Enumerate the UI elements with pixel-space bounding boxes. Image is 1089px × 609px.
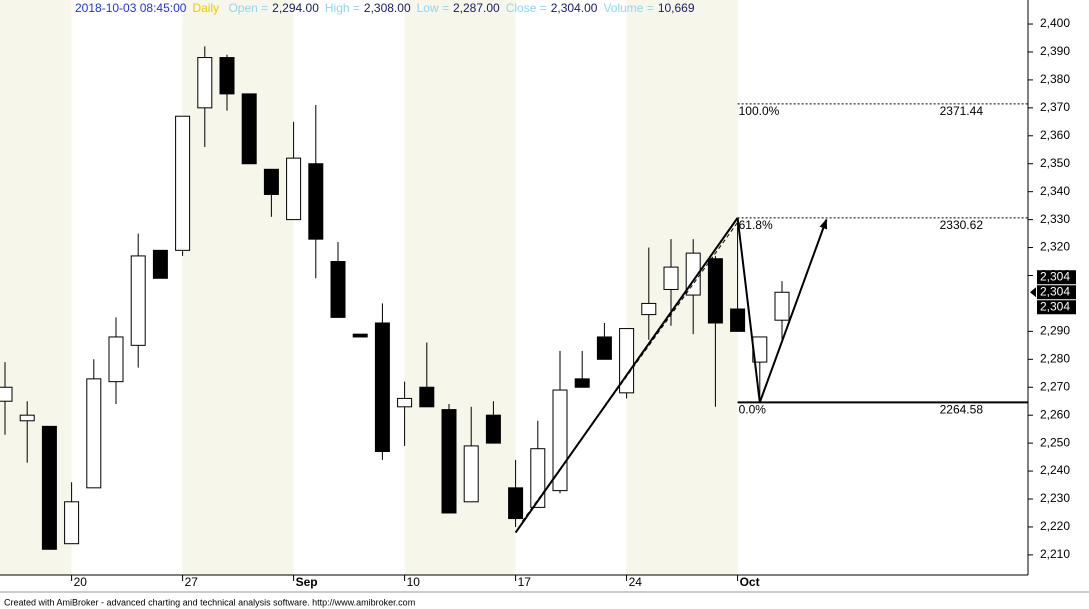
header-field-name: Open =: [228, 1, 269, 15]
header-field-value: 2,308.00: [363, 1, 411, 15]
y-tick-label: 2,380: [1040, 72, 1070, 86]
x-tick-label: 10: [407, 575, 421, 589]
y-tick-label: 2,400: [1040, 16, 1070, 30]
price-tag: [1037, 285, 1076, 300]
trendline: [736, 217, 828, 403]
y-tick-label: 2,260: [1040, 407, 1070, 421]
week-shade: [0, 0, 72, 575]
candle-body: [730, 308, 746, 332]
y-tick-label: 2,390: [1040, 44, 1070, 58]
candle-body: [530, 448, 546, 508]
y-tick-label: 2,250: [1040, 435, 1070, 449]
price-tag: [1037, 300, 1076, 315]
candle-body: [197, 57, 213, 109]
candle-body: [663, 266, 679, 290]
header: 2018-10-03 08:45:00 Daily Open = 2,294.00 H…: [75, 1, 695, 15]
candle-body: [0, 386, 13, 402]
fib-percent: 100.0%: [739, 104, 780, 118]
week-shade: [404, 0, 516, 575]
header-field-value: 2,294.00: [272, 1, 319, 15]
header-field-value: 2,304.00: [550, 1, 598, 15]
y-tick-label: 2,270: [1040, 379, 1070, 393]
header-interval: Daily: [192, 1, 220, 15]
candle-body: [175, 115, 191, 251]
candle-body: [86, 378, 102, 489]
fib-percent: 61.8%: [739, 218, 773, 232]
candle-body: [352, 333, 368, 338]
header-field-name: Volume =: [603, 1, 654, 15]
candle-body: [596, 336, 612, 360]
y-tick-label: 2,290: [1040, 324, 1070, 338]
fib-value: 2371.44: [940, 104, 984, 118]
header-field-value: 10,669: [657, 1, 695, 15]
candle-body: [397, 397, 413, 408]
price-pointer: [1030, 287, 1036, 298]
candle-body: [774, 291, 790, 321]
y-tick-label: 2,330: [1040, 212, 1070, 226]
y-tick-label: 2,360: [1040, 128, 1070, 142]
y-tick-label: 2,370: [1040, 100, 1070, 114]
candle-body: [219, 57, 235, 95]
header-field-name: Close =: [505, 1, 547, 15]
candle-body: [308, 163, 324, 240]
x-tick-label: Sep: [296, 575, 318, 589]
price-tag-label: 2,304: [1040, 284, 1070, 298]
x-tick-label: Oct: [740, 575, 760, 589]
y-tick-label: 2,340: [1040, 184, 1070, 198]
candle-body: [508, 487, 524, 520]
fib-value: 2264.58: [940, 403, 984, 417]
x-tick-label: 17: [518, 575, 532, 589]
candle-body: [330, 261, 346, 318]
candle-body: [130, 255, 146, 346]
price-tag-label: 2,304: [1040, 269, 1070, 283]
x-tick-label: 20: [74, 575, 88, 589]
candle-body: [241, 93, 257, 165]
x-tick-label: 27: [185, 575, 199, 589]
candle-body: [707, 258, 723, 324]
y-tick-label: 2,230: [1040, 491, 1070, 505]
trendline: [521, 222, 739, 522]
candle-body: [152, 249, 168, 279]
y-tick-label: 2,350: [1040, 156, 1070, 170]
y-tick-label: 2,320: [1040, 240, 1070, 254]
y-tick-label: 2,280: [1040, 351, 1070, 365]
candle-body: [64, 501, 80, 545]
price-tag: [1037, 270, 1076, 285]
candle-body: [108, 336, 124, 383]
fib-value: 2330.62: [940, 218, 984, 232]
candle-body: [619, 328, 635, 394]
x-tick-label: 24: [629, 575, 643, 589]
candle-body: [41, 425, 57, 550]
header-field-name: Low =: [416, 1, 449, 15]
y-tick-label: 2,240: [1040, 463, 1070, 477]
footer: Created with AmiBroker - advanced charti…: [4, 597, 415, 607]
candle-body: [441, 409, 457, 514]
candle-body: [574, 378, 590, 388]
header-field-value: 2,287.00: [452, 1, 500, 15]
fib-percent: 0.0%: [739, 403, 767, 417]
candle-body: [485, 414, 501, 444]
candle-body: [19, 414, 35, 422]
candle-body: [419, 386, 435, 408]
candle-body: [463, 445, 479, 503]
y-tick-label: 2,220: [1040, 519, 1070, 533]
header-field-name: High =: [324, 1, 360, 15]
candle-body: [263, 168, 279, 195]
candle-body: [286, 157, 302, 221]
candle-body: [641, 302, 657, 316]
candle-body: [374, 322, 390, 453]
price-tag-label: 2,304: [1040, 299, 1070, 313]
y-tick-label: 2,210: [1040, 547, 1070, 561]
header-datetime: 2018-10-03 08:45:00: [75, 1, 187, 15]
